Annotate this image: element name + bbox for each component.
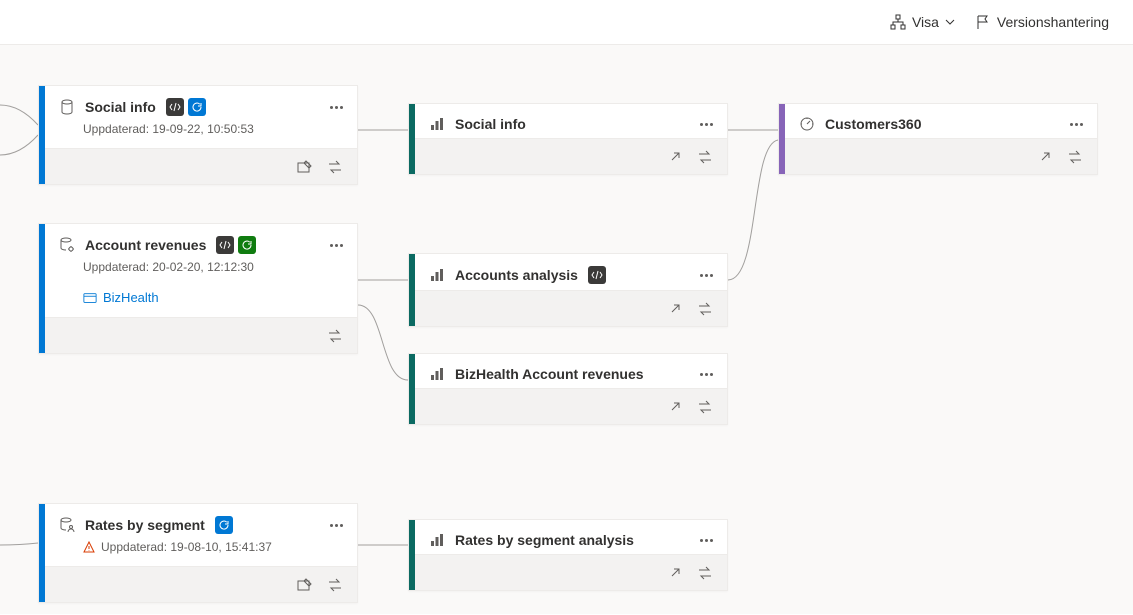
bars-icon [429, 116, 445, 132]
more-menu[interactable] [700, 274, 713, 277]
swap-icon[interactable] [697, 399, 713, 415]
node-accounts-analysis[interactable]: Accounts analysis [408, 253, 728, 327]
swap-icon[interactable] [697, 301, 713, 317]
node-title: Rates by segment analysis [455, 532, 634, 548]
swap-icon[interactable] [697, 149, 713, 165]
node-subtitle: Uppdaterad: 19-09-22, 10:50:53 [39, 122, 357, 148]
swap-icon[interactable] [697, 565, 713, 581]
toolbar: Visa Versionshantering [866, 0, 1133, 44]
open-icon[interactable] [1037, 149, 1053, 165]
database-gear-icon [59, 237, 75, 253]
bizhealth-link[interactable]: BizHealth [103, 290, 159, 305]
swap-icon[interactable] [327, 159, 343, 175]
bars-icon [429, 267, 445, 283]
version-label: Versionshantering [997, 14, 1109, 30]
node-title: Rates by segment [85, 517, 205, 533]
bars-icon [429, 366, 445, 382]
badges [215, 516, 233, 534]
open-icon[interactable] [667, 149, 683, 165]
more-menu[interactable] [330, 106, 343, 109]
swap-icon[interactable] [1067, 149, 1083, 165]
script-badge [166, 98, 184, 116]
node-bizhealth-revenues[interactable]: BizHealth Account revenues [408, 353, 728, 425]
more-menu[interactable] [700, 123, 713, 126]
more-menu[interactable] [700, 539, 713, 542]
accent-bar [39, 504, 45, 602]
node-title: Social info [455, 116, 526, 132]
refresh-badge [238, 236, 256, 254]
node-title: Social info [85, 99, 156, 115]
node-title: Account revenues [85, 237, 206, 253]
script-badge [588, 266, 606, 284]
app-icon [83, 291, 97, 305]
node-title: Accounts analysis [455, 267, 578, 283]
open-icon[interactable] [667, 565, 683, 581]
accent-bar [39, 86, 45, 184]
accent-bar [409, 520, 415, 590]
refresh-badge [215, 516, 233, 534]
accent-bar [409, 104, 415, 174]
bars-icon [429, 532, 445, 548]
node-social-info-dataset[interactable]: Social info [408, 103, 728, 175]
accent-bar [779, 104, 785, 174]
gauge-icon [799, 116, 815, 132]
edit-icon[interactable] [297, 159, 313, 175]
node-customers360[interactable]: Customers360 [778, 103, 1098, 175]
flag-icon [975, 14, 991, 30]
more-menu[interactable] [330, 244, 343, 247]
open-icon[interactable] [667, 301, 683, 317]
swap-icon[interactable] [327, 577, 343, 593]
badges [216, 236, 256, 254]
sitemap-icon [890, 14, 906, 30]
accent-bar [39, 224, 45, 353]
node-subtitle: Uppdaterad: 20-02-20, 12:12:30 [39, 260, 357, 286]
swap-icon[interactable] [327, 328, 343, 344]
script-badge [216, 236, 234, 254]
database-user-icon [59, 517, 75, 533]
accent-bar [409, 254, 415, 326]
refresh-badge [188, 98, 206, 116]
view-dropdown[interactable]: Visa [890, 14, 955, 30]
edit-icon[interactable] [297, 577, 313, 593]
node-title: Customers360 [825, 116, 922, 132]
node-social-info-source[interactable]: Social info Uppdaterad: 19-09-22, 10:50:… [38, 85, 358, 185]
node-account-revenues-source[interactable]: Account revenues Uppdaterad: 20-02-20, 1… [38, 223, 358, 354]
more-menu[interactable] [700, 373, 713, 376]
warning-icon [83, 541, 95, 553]
version-button[interactable]: Versionshantering [975, 14, 1109, 30]
open-icon[interactable] [667, 399, 683, 415]
node-link: BizHealth [39, 286, 357, 317]
badges [166, 98, 206, 116]
accent-bar [409, 354, 415, 424]
lineage-canvas: Social info Uppdaterad: 19-09-22, 10:50:… [0, 44, 1133, 614]
chevron-down-icon [945, 17, 955, 27]
node-title: BizHealth Account revenues [455, 366, 644, 382]
more-menu[interactable] [330, 524, 343, 527]
more-menu[interactable] [1070, 123, 1083, 126]
badges [588, 266, 606, 284]
node-rates-source[interactable]: Rates by segment Uppdaterad: 19-08-10, 1… [38, 503, 358, 603]
node-subtitle: Uppdaterad: 19-08-10, 15:41:37 [39, 540, 357, 566]
database-icon [59, 99, 75, 115]
view-label: Visa [912, 14, 939, 30]
node-rates-analysis[interactable]: Rates by segment analysis [408, 519, 728, 591]
